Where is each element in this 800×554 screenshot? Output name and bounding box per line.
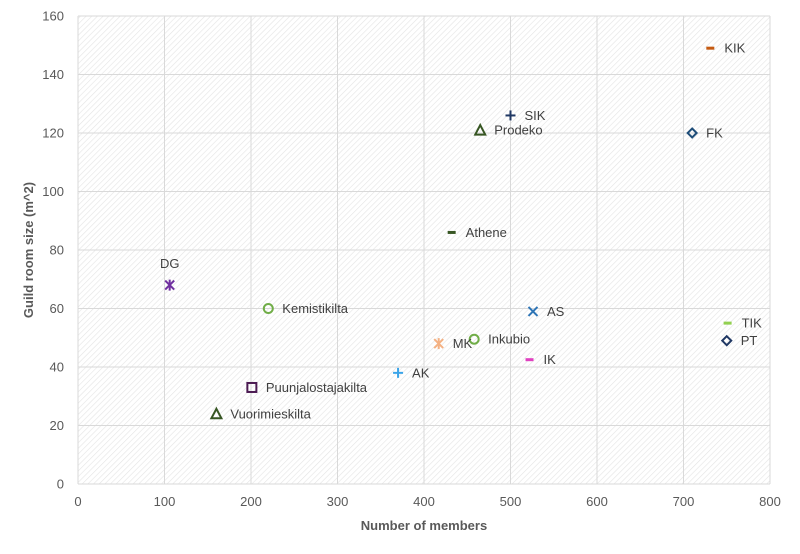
point-label: FK: [706, 126, 723, 141]
point-label: Vuorimieskilta: [230, 406, 311, 421]
y-tick-label: 140: [42, 67, 64, 82]
point-label: KIK: [724, 41, 745, 56]
point-marker: [262, 303, 274, 314]
y-tick-label: 100: [42, 184, 64, 199]
x-tick-label: 100: [154, 494, 176, 509]
point-label: SIK: [525, 108, 546, 123]
point-marker: [246, 381, 258, 393]
data-point: MK: [433, 336, 473, 351]
y-tick-label: 20: [50, 418, 64, 433]
x-tick-label: 500: [500, 494, 522, 509]
point-marker: [720, 334, 733, 347]
data-point: AS: [527, 304, 565, 319]
point-marker: [468, 333, 480, 345]
data-point: Athene: [447, 225, 507, 240]
x-tick-label: 300: [327, 494, 349, 509]
point-label: PT: [741, 333, 758, 348]
y-tick-label: 80: [50, 243, 64, 258]
point-label: Kemistikilta: [282, 301, 349, 316]
point-marker: [527, 306, 539, 317]
point-label: Prodeko: [494, 123, 542, 138]
point-label: Puunjalostajakilta: [266, 380, 368, 395]
axis-ticks: 0 100 200 300 400 500 600 700 800 0 20 40 60 80 100 120…: [42, 9, 781, 510]
x-tick-label: 600: [586, 494, 608, 509]
y-axis-title: Guild room size (m^2): [21, 182, 36, 318]
data-point: AK: [393, 365, 430, 380]
x-axis-title: Number of members: [361, 518, 487, 533]
y-tick-label: 60: [50, 301, 64, 316]
y-tick-label: 0: [57, 477, 64, 492]
data-point: KIK: [706, 41, 746, 56]
point-marker: [209, 406, 224, 420]
data-point: TIK: [723, 316, 763, 331]
x-tick-label: 200: [240, 494, 262, 509]
y-tick-label: 40: [50, 360, 64, 375]
y-tick-label: 160: [42, 9, 64, 24]
data-point: DG: [160, 256, 180, 291]
data-point: Kemistikilta: [262, 301, 349, 316]
x-tick-label: 800: [759, 494, 781, 509]
point-label: DG: [160, 256, 180, 271]
data-point: Puunjalostajakilta: [246, 380, 368, 395]
x-tick-label: 700: [673, 494, 695, 509]
point-label: AS: [547, 304, 565, 319]
point-marker: [473, 122, 487, 136]
x-tick-label: 400: [413, 494, 435, 509]
data-point: Prodeko: [473, 122, 543, 138]
point-marker: [686, 127, 699, 139]
point-label: AK: [412, 365, 430, 380]
data-point: Vuorimieskilta: [209, 406, 312, 421]
point-label: MK: [453, 336, 473, 351]
data-point: PT: [720, 333, 758, 348]
gridlines: [77, 15, 771, 485]
point-label: TIK: [742, 316, 763, 331]
data-point: FK: [686, 126, 723, 141]
point-label: Athene: [466, 225, 507, 240]
data-point: SIK: [505, 108, 546, 123]
x-tick-label: 0: [74, 494, 81, 509]
data-point: IK: [525, 352, 557, 367]
point-label: Inkubio: [488, 332, 530, 347]
point-label: IK: [544, 352, 557, 367]
data-point: Inkubio: [468, 332, 530, 347]
y-tick-label: 120: [42, 126, 64, 141]
